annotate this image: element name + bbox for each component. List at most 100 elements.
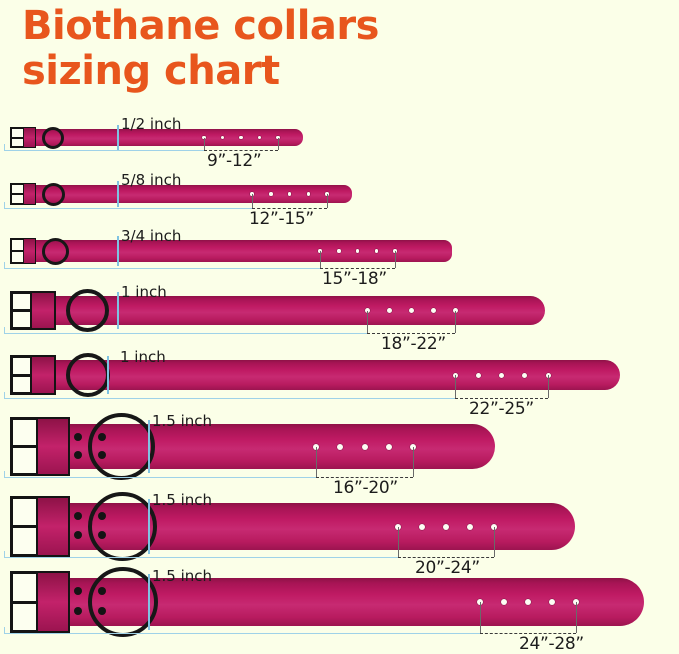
range-tick-end [548,375,549,398]
width-label: 1 inch [120,348,166,366]
strap-hole [419,523,425,530]
strap-hole [501,599,507,605]
buckle-tongue [30,355,56,395]
strap-hole [525,599,531,605]
d-ring [42,182,65,206]
width-marker [148,420,150,473]
range-dashed-line [204,150,278,151]
range-dashed-line [252,208,327,209]
size-range-label: 22”-25” [469,399,534,419]
strap-hole [257,135,262,140]
title-line-2: sizing chart [22,48,280,94]
width-marker [148,499,150,554]
d-ring [66,353,110,397]
length-guide-endcap [4,202,5,208]
width-label: 5/8 inch [121,171,182,189]
buckle-tongue [36,496,70,557]
title-line-1: Biothane collars [22,3,379,49]
range-tick-start [455,375,456,398]
strap-hole [443,523,449,530]
buckle-rivet [98,432,106,441]
buckle-rivet [74,432,82,441]
range-tick-end [494,526,495,557]
collar-strap [14,240,452,262]
range-dashed-line [480,633,576,634]
strap-hole [269,192,273,196]
d-ring [88,492,157,561]
length-guide-line [4,557,398,558]
buckle-rivet [74,606,82,615]
length-guide-line [4,208,252,209]
size-range-label: 9”-12” [207,151,262,171]
width-marker [117,125,119,150]
range-tick-start [367,310,368,333]
length-guide-endcap [4,471,5,477]
width-label: 1.5 inch [152,491,213,509]
buckle-tongue [23,127,36,148]
length-guide-endcap [4,392,5,398]
buckle-tongue [30,291,56,330]
buckle-rivet [98,512,106,521]
strap-hole [337,443,344,450]
range-tick-end [576,602,577,633]
length-guide-endcap [4,262,5,268]
buckle-tongue [36,417,70,476]
range-dashed-line [367,333,455,334]
size-range-label: 24”-28” [519,634,584,654]
length-guide-endcap [4,551,5,557]
range-tick-start [252,194,253,208]
width-label: 1.5 inch [152,412,213,430]
strap-hole [549,599,555,605]
range-tick-end [327,194,328,208]
buckle-rivet [98,530,106,539]
width-label: 1/2 inch [121,115,182,133]
range-tick-end [455,310,456,333]
size-range-label: 15”-18” [322,269,387,289]
range-dashed-line [320,268,395,269]
d-ring [66,289,109,332]
width-label: 1.5 inch [152,567,213,585]
collar-strap [14,360,620,390]
size-range-label: 12”-15” [249,209,314,229]
range-tick-end [395,251,396,268]
strap-hole [239,135,243,140]
collar-strap [14,424,495,469]
buckle-rivet [74,512,82,521]
strap-hole [467,523,473,530]
width-marker [107,356,109,394]
size-range-label: 16”-20” [333,478,398,498]
buckle-tongue [23,183,36,205]
strap-hole [337,249,341,253]
range-tick-start [320,251,321,268]
d-ring [88,413,155,480]
width-label: 3/4 inch [121,227,182,245]
width-marker [117,181,119,207]
strap-hole [361,443,368,450]
buckle-rivet [98,606,106,615]
buckle-tongue [23,238,36,264]
range-tick-end [278,137,279,150]
buckle-rivet [98,450,106,459]
length-guide-line [4,268,320,269]
width-marker [148,574,150,630]
range-tick-end [413,446,414,477]
strap-hole [306,192,310,196]
d-ring [42,126,64,149]
length-guide-line [4,398,455,399]
width-label: 1 inch [121,283,167,301]
strap-hole [355,249,360,253]
strap-hole [374,249,378,253]
buckle-rivet [98,587,106,596]
length-guide-line [4,633,480,634]
strap-hole [408,308,414,313]
strap-hole [475,372,481,378]
strap-hole [522,372,528,378]
length-guide-line [4,333,367,334]
size-range-label: 20”-24” [415,558,480,578]
page-title: Biothane collars sizing chart [22,4,462,94]
strap-hole [499,372,504,378]
length-guide-line [4,477,316,478]
d-ring [42,237,69,265]
range-tick-start [204,137,205,150]
